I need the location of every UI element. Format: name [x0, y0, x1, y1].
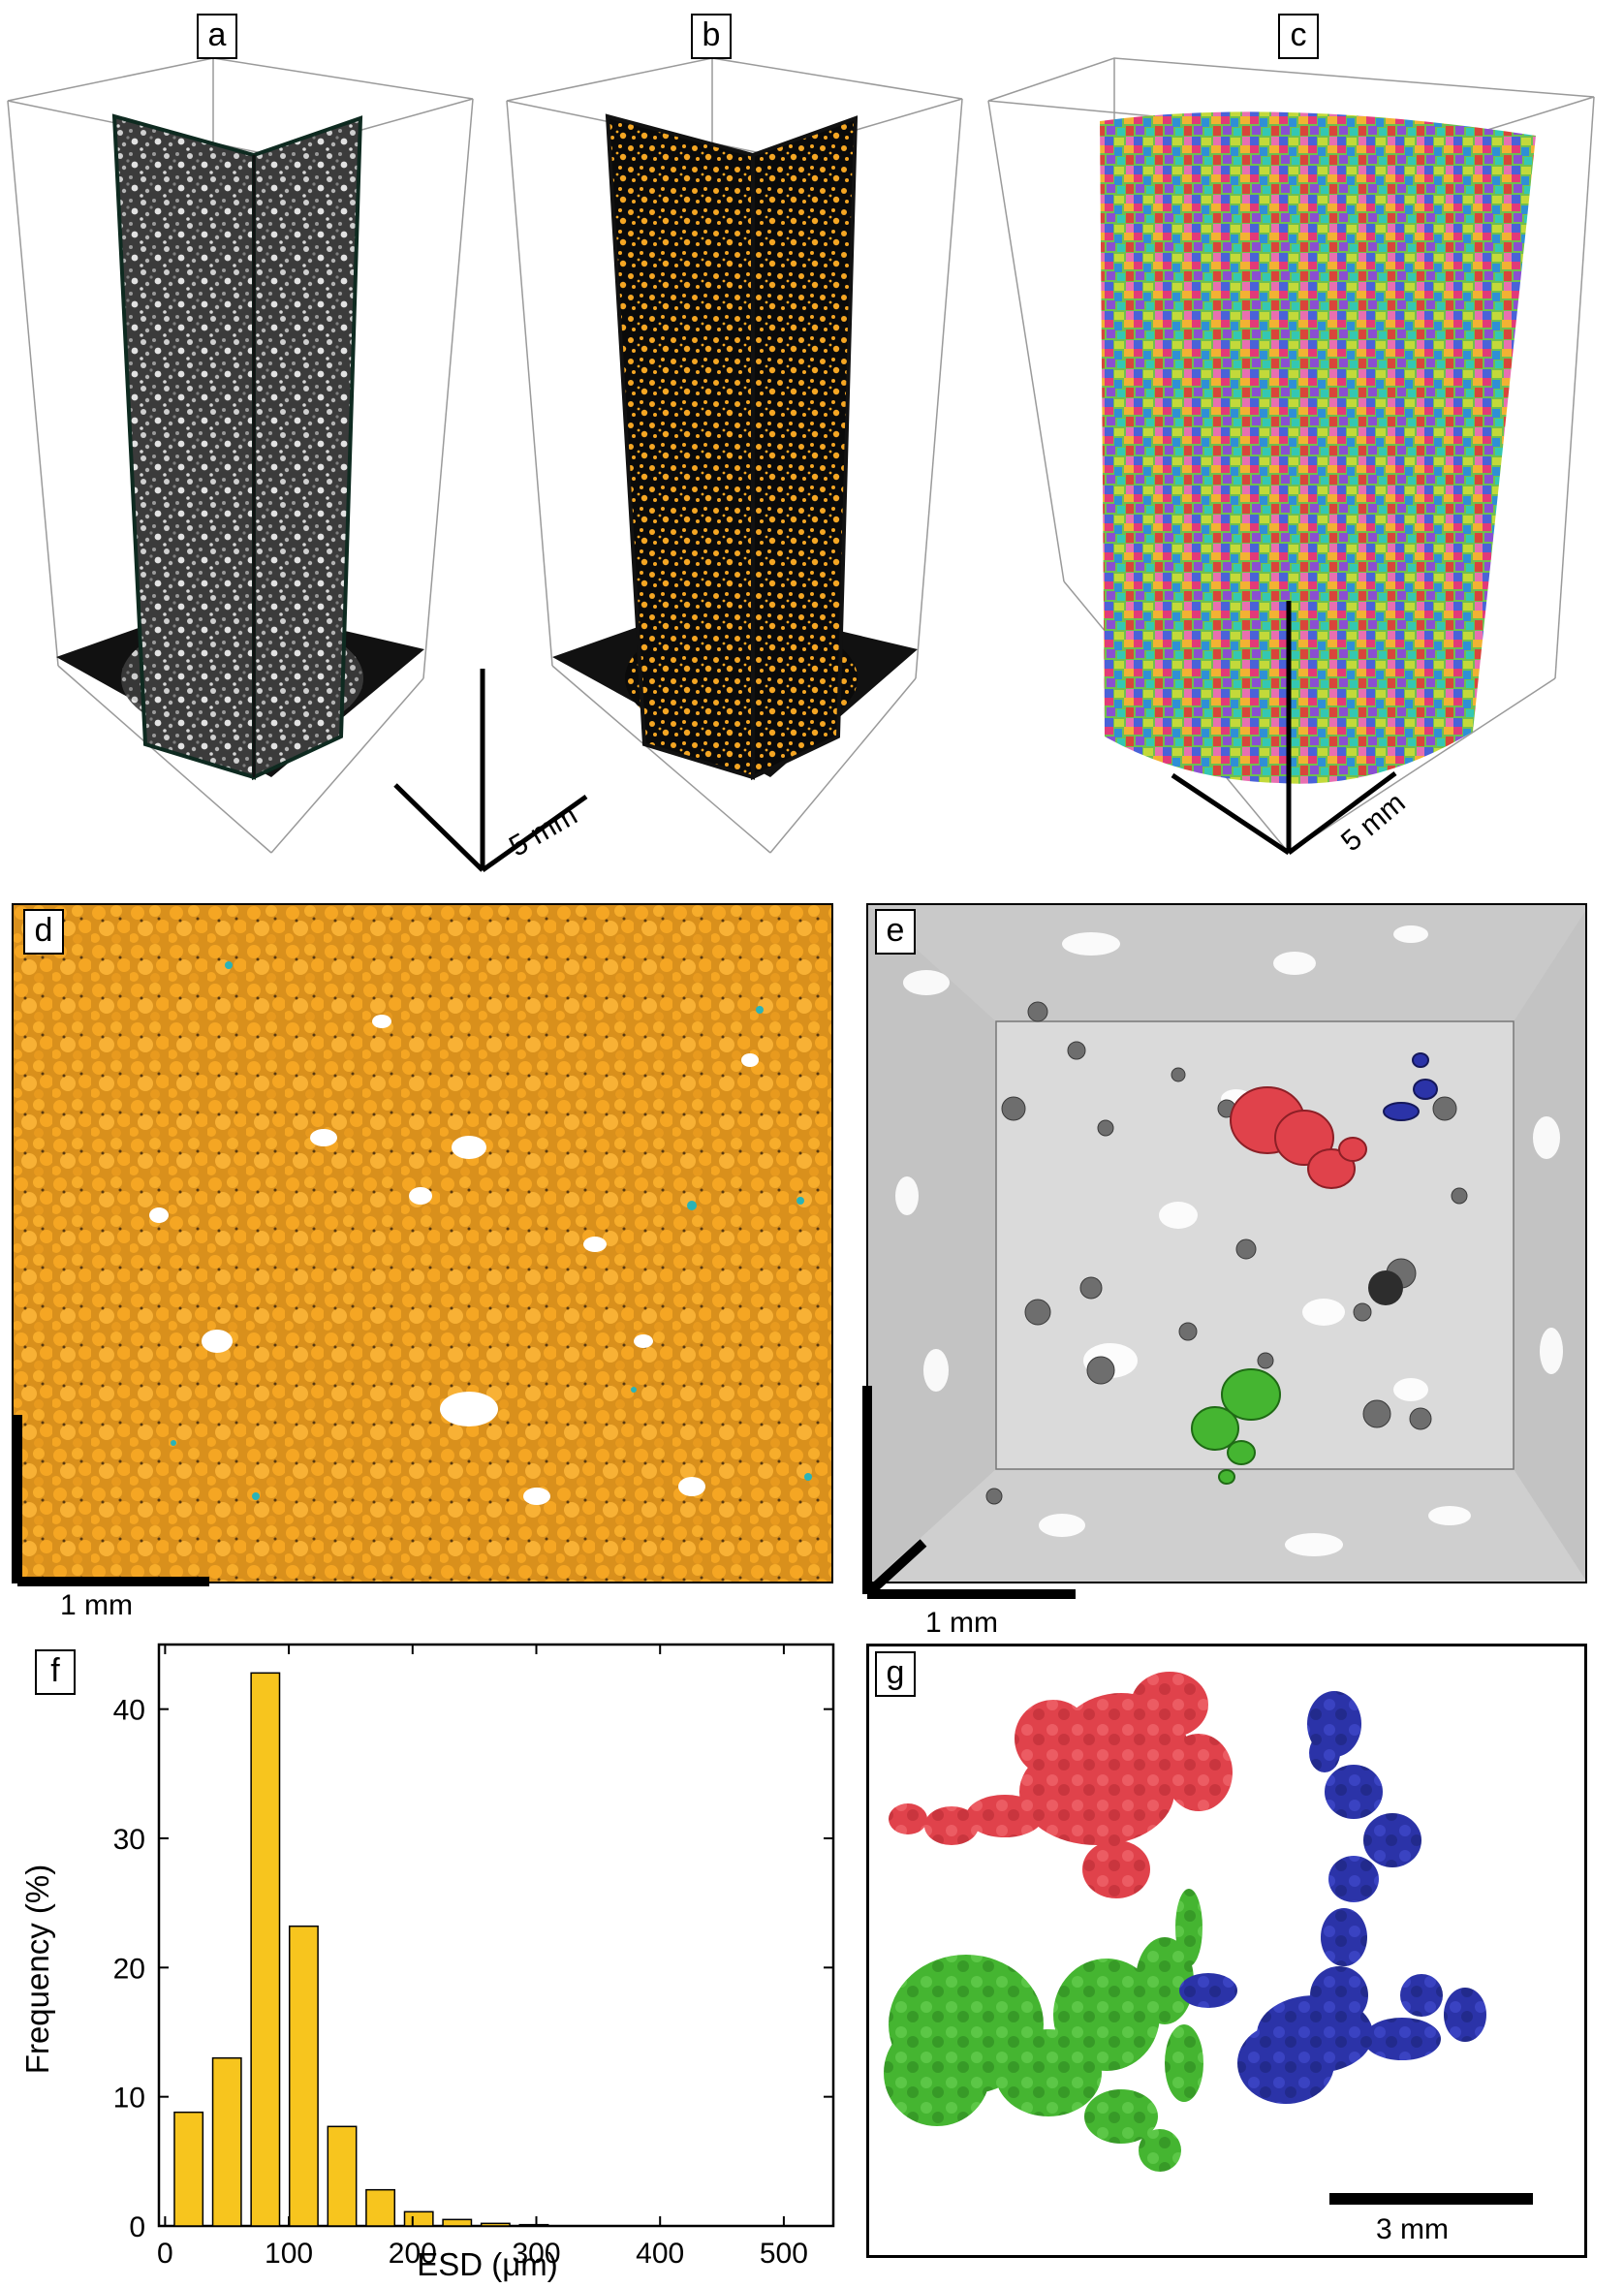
histogram-bar — [173, 2111, 204, 2227]
x-tick-label: 400 — [636, 2238, 684, 2270]
panel-label-c: c — [1278, 14, 1319, 59]
x-tick-label: 300 — [512, 2238, 560, 2270]
panel-d-particle-cluster — [12, 903, 833, 1583]
x-tick-label: 0 — [157, 2238, 173, 2270]
histogram-bar — [518, 2223, 549, 2227]
green-cluster-isolated — [884, 1889, 1203, 2172]
scale-axes-ab — [393, 669, 588, 873]
x-tick-label: 100 — [265, 2238, 313, 2270]
panel-label-b: b — [691, 14, 732, 59]
panel-label-e: e — [875, 909, 916, 955]
blue-cluster-isolated — [1179, 1691, 1486, 2104]
y-tick-label: 20 — [113, 1953, 145, 1985]
scale-label-g: 3 mm — [1376, 2213, 1449, 2245]
scale-bar-e — [862, 1386, 1076, 1599]
histogram-xlabel: ESD (μm) — [417, 2246, 558, 2282]
panel-label-a: a — [197, 14, 237, 59]
panel-g-isolated-clusters — [866, 1644, 1587, 2258]
histogram-ylabel: Frequency (%) — [19, 1865, 55, 2074]
histogram-bar — [365, 2188, 396, 2227]
histogram-bar — [211, 2056, 242, 2227]
x-tick-label: 500 — [760, 2238, 808, 2270]
y-tick-label: 10 — [113, 2083, 145, 2115]
histogram-bar — [327, 2125, 358, 2227]
green-cluster — [1191, 1368, 1281, 1485]
histogram-bar — [250, 1672, 281, 2227]
histogram-bar — [442, 2218, 473, 2227]
panel-label-d: d — [23, 909, 64, 955]
blue-cluster — [1383, 1052, 1438, 1121]
red-cluster — [1230, 1086, 1367, 1189]
panel-label-g: g — [875, 1651, 916, 1697]
histogram-bar — [480, 2222, 511, 2227]
panel-label-f: f — [35, 1649, 76, 1695]
scale-bar-d — [13, 1415, 209, 1586]
scale-label-e: 1 mm — [925, 1607, 998, 1639]
panel-a-ct-volume — [7, 57, 474, 854]
y-tick-label: 40 — [113, 1695, 145, 1727]
panel-b-segmented-volume — [506, 57, 963, 854]
scale-label-d: 1 mm — [60, 1589, 133, 1621]
y-tick-label: 30 — [113, 1824, 145, 1856]
red-cluster-isolated — [889, 1672, 1233, 1898]
histogram-bar — [288, 1925, 319, 2227]
panel-c-labeled-grains — [987, 57, 1595, 856]
x-tick-label: 200 — [389, 2238, 437, 2270]
histogram-bar — [403, 2210, 434, 2227]
y-tick-label: 0 — [129, 2211, 145, 2243]
panel-e-cluster-subvolume — [866, 903, 1587, 1583]
